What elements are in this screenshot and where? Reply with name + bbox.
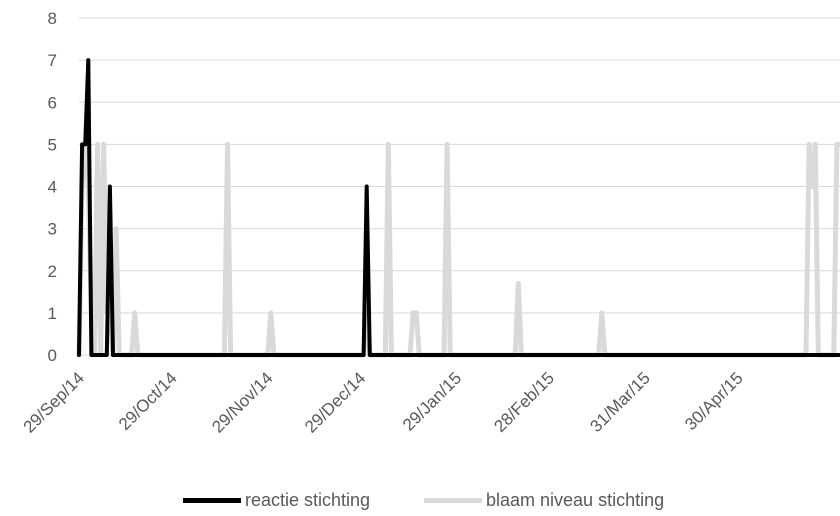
legend-item-reactie: reactie stichting bbox=[183, 490, 370, 511]
x-tick-label: 30/Apr/15 bbox=[681, 368, 747, 434]
gridlines bbox=[79, 17, 840, 356]
legend-item-blaam: blaam niveau stichting bbox=[424, 490, 664, 511]
legend-swatch-blaam bbox=[424, 498, 482, 503]
y-tick-label: 0 bbox=[48, 346, 57, 365]
legend: reactie stichting blaam niveau stichting bbox=[0, 490, 840, 516]
series-line-reactie-stichting bbox=[77, 58, 840, 357]
y-tick-label: 8 bbox=[48, 9, 57, 28]
x-tick-label: 29/Dec/14 bbox=[301, 368, 369, 436]
x-tick-label: 28/Feb/15 bbox=[490, 368, 558, 436]
legend-label-blaam: blaam niveau stichting bbox=[486, 490, 665, 510]
x-tick-label: 29/Sep/14 bbox=[20, 368, 88, 436]
x-tick-label: 29/Nov/14 bbox=[208, 368, 276, 436]
legend-swatch-reactie bbox=[183, 498, 241, 503]
x-tick-label: 31/Mar/15 bbox=[586, 368, 654, 436]
x-tick-label: 29/Oct/14 bbox=[115, 368, 181, 434]
x-axis-ticks: 29/Sep/14 29/Oct/14 29/Nov/14 29/Dec/14 29/J… bbox=[20, 368, 747, 436]
series-line-blaam-niveau-stichting bbox=[76, 141, 840, 358]
y-axis-ticks: 0 1 2 3 4 5 6 7 8 bbox=[48, 9, 57, 365]
x-tick-label: 29/Jan/15 bbox=[399, 368, 465, 434]
y-tick-label: 7 bbox=[48, 51, 57, 70]
y-tick-label: 1 bbox=[48, 304, 57, 323]
y-tick-label: 4 bbox=[48, 178, 57, 197]
y-tick-label: 3 bbox=[48, 220, 57, 239]
legend-label-reactie: reactie stichting bbox=[245, 490, 371, 510]
y-tick-label: 5 bbox=[48, 135, 57, 154]
y-tick-label: 6 bbox=[48, 93, 57, 112]
series-lines bbox=[76, 58, 840, 358]
y-tick-label: 2 bbox=[48, 262, 57, 281]
